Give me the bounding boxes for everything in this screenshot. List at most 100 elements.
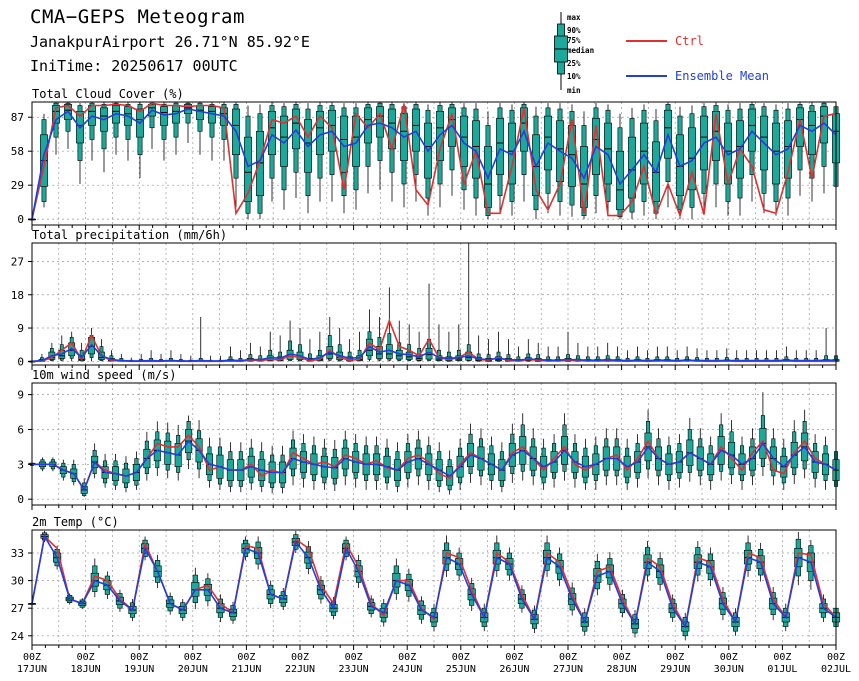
x-tick-label-hour: 00Z (77, 652, 95, 663)
x-tick-label-hour: 00Z (559, 652, 577, 663)
x-tick-label-hour: 00Z (773, 652, 791, 663)
precip-mean-line (31, 343, 836, 363)
x-tick-label-date: 28JUN (607, 664, 637, 675)
legend-box-label: max (567, 13, 581, 22)
box-cloud (376, 102, 384, 190)
x-tick-label-hour: 00Z (130, 652, 148, 663)
y-tick-label: 24 (11, 630, 25, 643)
y-tick-label: 3 (17, 458, 24, 471)
x-tick-label-hour: 00Z (505, 652, 523, 663)
x-tick-label-date: 24JUN (392, 664, 422, 675)
wind-panel-title: 10m wind speed (m/s) (32, 368, 177, 382)
y-tick-label: 58 (11, 145, 24, 158)
x-tick-label-date: 21JUN (231, 664, 261, 675)
x-tick-label-hour: 00Z (398, 652, 416, 663)
box-cloud (496, 103, 504, 214)
x-tick-label-hour: 00Z (613, 652, 631, 663)
legend-box-label: 90% (567, 26, 581, 35)
inner-box (412, 108, 420, 152)
x-tick-label-date: 18JUN (71, 664, 101, 675)
x-tick-label-hour: 00Z (452, 652, 470, 663)
inner-box (340, 115, 348, 173)
box-cloud (280, 103, 288, 210)
x-tick-label-hour: 00Z (720, 652, 738, 663)
precip-panel-title: Total precipitation (mm/6h) (32, 228, 227, 242)
box-cloud (208, 102, 216, 161)
legend-box-label: min (567, 86, 581, 95)
y-tick-label: 30 (11, 575, 24, 588)
box-cloud (268, 102, 276, 202)
x-tick-label-date: 22JUN (285, 664, 315, 675)
inner-box (604, 122, 612, 185)
inner-box (160, 106, 168, 126)
box-cloud (616, 113, 624, 220)
legend-box-label: median (567, 46, 594, 55)
temp-panel-title: 2m Temp (°C) (32, 515, 119, 529)
y-tick-label: 6 (17, 423, 24, 436)
temp-mean-line (31, 534, 837, 629)
inner-box (256, 130, 264, 197)
y-tick-label: 29 (11, 179, 24, 192)
y-tick-label: 27 (11, 602, 24, 615)
x-tick-label-date: 23JUN (339, 664, 369, 675)
inner-box (496, 118, 504, 175)
wind-mean-line (32, 439, 837, 492)
box-cloud (160, 102, 168, 161)
x-tick-label-date: 26JUN (499, 664, 529, 675)
x-tick-label-date: 01JUL (767, 664, 797, 675)
x-tick-label-hour: 00Z (827, 652, 845, 663)
y-tick-label: 0 (17, 493, 24, 506)
legend-box-label: 75% (567, 36, 581, 45)
outer-box (278, 351, 283, 362)
y-tick-label: 0 (17, 355, 24, 368)
y-tick-label: 18 (11, 289, 24, 302)
inner-box (688, 127, 696, 191)
y-tick-label: 27 (11, 255, 24, 268)
x-tick-label-hour: 00Z (237, 652, 255, 663)
inner-box (52, 105, 60, 124)
y-tick-label: 9 (17, 322, 24, 335)
x-tick-label-hour: 00Z (184, 652, 202, 663)
legend-box-label: 10% (567, 72, 581, 81)
inner-box (748, 108, 756, 152)
box-cloud (412, 102, 420, 202)
inner-box (628, 136, 636, 199)
x-tick-label-hour: 00Z (345, 652, 363, 663)
y-tick-label: 87 (11, 111, 24, 124)
legend-mean-label: Ensemble Mean (675, 69, 769, 83)
inner-box (244, 136, 252, 202)
inner-box (808, 111, 816, 156)
x-tick-label-hour: 00Z (23, 652, 41, 663)
chart-legend: max 90%75%median 25% 10% min Ctrl Ensemble Mea… (554, 12, 769, 95)
x-tick-label-date: 02JUL (821, 664, 851, 675)
box-cloud (808, 102, 816, 202)
x-tick-label-date: 20JUN (178, 664, 208, 675)
box-cloud (340, 103, 348, 214)
page-title: CMA−GEPS Meteogram (30, 6, 245, 28)
box-cloud (748, 102, 756, 202)
init-time-label: IniTime: 20250617 00UTC (30, 57, 238, 75)
y-tick-label: 0 (17, 213, 24, 226)
y-tick-label: 33 (11, 547, 24, 560)
x-tick-label-date: 27JUN (553, 664, 583, 675)
box-cloud (352, 103, 360, 210)
x-tick-label-date: 30JUN (714, 664, 744, 675)
inner-box (448, 107, 456, 147)
x-tick-label-date: 17JUN (17, 664, 47, 675)
location-label: JanakpurAirport 26.71°N 85.92°E (30, 33, 310, 51)
x-tick-label-hour: 00Z (666, 652, 684, 663)
legend-box-label: 25% (567, 59, 581, 68)
legend-ctrl-label: Ctrl (675, 34, 704, 48)
inner-box (90, 572, 99, 587)
x-tick-label-date: 19JUN (124, 664, 154, 675)
box-temp (392, 558, 401, 600)
x-tick-label-date: 25JUN (446, 664, 476, 675)
outer-box (248, 354, 253, 362)
inner-box (460, 115, 468, 167)
box-cloud (460, 103, 468, 210)
x-tick-label-hour: 00Z (291, 652, 309, 663)
